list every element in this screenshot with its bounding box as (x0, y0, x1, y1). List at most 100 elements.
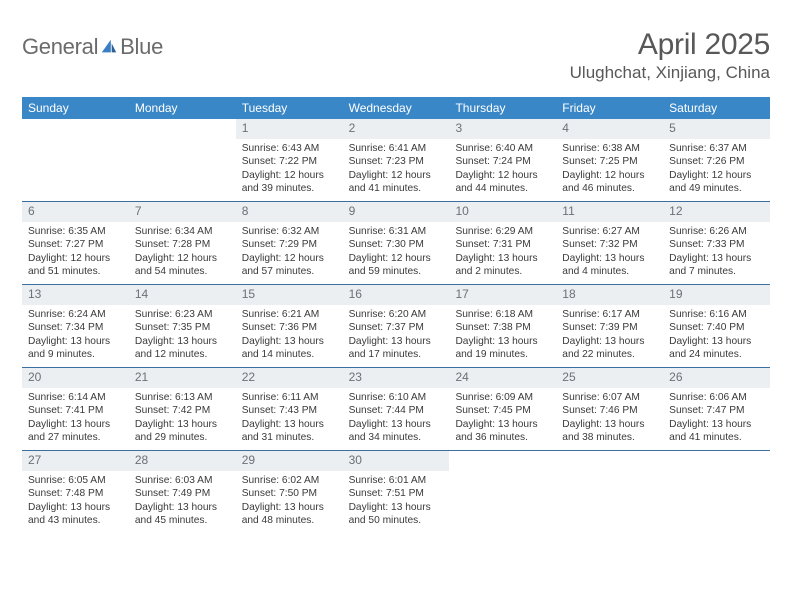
day-line-ss: Sunset: 7:50 PM (242, 487, 337, 500)
day-line-ss: Sunset: 7:36 PM (242, 321, 337, 334)
day-line-ss: Sunset: 7:34 PM (28, 321, 123, 334)
day-line-d1: Daylight: 13 hours (562, 418, 657, 431)
day-line-ss: Sunset: 7:41 PM (28, 404, 123, 417)
day-number: 22 (236, 368, 343, 388)
day-line-ss: Sunset: 7:39 PM (562, 321, 657, 334)
day-cell: 29Sunrise: 6:02 AMSunset: 7:50 PMDayligh… (236, 451, 343, 533)
day-body: Sunrise: 6:40 AMSunset: 7:24 PMDaylight:… (449, 139, 556, 200)
day-line-sr: Sunrise: 6:32 AM (242, 225, 337, 238)
day-line-d1: Daylight: 13 hours (349, 501, 444, 514)
day-line-d2: and 9 minutes. (28, 348, 123, 361)
day-cell (663, 451, 770, 533)
day-line-sr: Sunrise: 6:01 AM (349, 474, 444, 487)
day-cell: 10Sunrise: 6:29 AMSunset: 7:31 PMDayligh… (449, 202, 556, 284)
day-line-ss: Sunset: 7:48 PM (28, 487, 123, 500)
day-line-sr: Sunrise: 6:21 AM (242, 308, 337, 321)
logo-word-2: Blue (120, 34, 163, 60)
day-line-ss: Sunset: 7:25 PM (562, 155, 657, 168)
day-number: 26 (663, 368, 770, 388)
day-number: 6 (22, 202, 129, 222)
day-cell: 2Sunrise: 6:41 AMSunset: 7:23 PMDaylight… (343, 119, 450, 201)
day-line-d2: and 7 minutes. (669, 265, 764, 278)
day-line-d1: Daylight: 12 hours (349, 169, 444, 182)
day-line-d2: and 24 minutes. (669, 348, 764, 361)
day-body: Sunrise: 6:20 AMSunset: 7:37 PMDaylight:… (343, 305, 450, 366)
day-cell: 18 Sunrise: 6:17 AMSunset: 7:39 PMDayligh… (556, 285, 663, 367)
day-line-ss: Sunset: 7:42 PM (135, 404, 230, 417)
day-line-ss: Sunset: 7:30 PM (349, 238, 444, 251)
day-body: Sunrise: 6:35 AMSunset: 7:27 PMDaylight:… (22, 222, 129, 283)
day-line-d2: and 36 minutes. (455, 431, 550, 444)
day-line-ss: Sunset: 7:27 PM (28, 238, 123, 251)
day-line-sr: Sunrise: 6:31 AM (349, 225, 444, 238)
day-line-d1: Daylight: 13 hours (562, 335, 657, 348)
day-line-d2: and 22 minutes. (562, 348, 657, 361)
day-number: 27 (22, 451, 129, 471)
day-line-d2: and 43 minutes. (28, 514, 123, 527)
day-line-ss: Sunset: 7:32 PM (562, 238, 657, 251)
day-line-d1: Daylight: 13 hours (669, 418, 764, 431)
weekday-header: Friday (556, 97, 663, 119)
day-body: Sunrise: 6:06 AMSunset: 7:47 PMDaylight:… (663, 388, 770, 449)
day-number: 3 (449, 119, 556, 139)
day-number: 11 (556, 202, 663, 222)
day-line-d2: and 48 minutes. (242, 514, 337, 527)
day-line-sr: Sunrise: 6:17 AM (562, 308, 657, 321)
day-number: 18 (556, 285, 663, 305)
day-line-d1: Daylight: 13 hours (135, 501, 230, 514)
day-number: 28 (129, 451, 236, 471)
day-line-d2: and 19 minutes. (455, 348, 550, 361)
day-body: Sunrise: 6:27 AMSunset: 7:32 PMDaylight:… (556, 222, 663, 283)
day-line-ss: Sunset: 7:40 PM (669, 321, 764, 334)
location: Ulughchat, Xinjiang, China (570, 63, 770, 83)
day-line-sr: Sunrise: 6:43 AM (242, 142, 337, 155)
day-line-sr: Sunrise: 6:29 AM (455, 225, 550, 238)
day-line-d1: Daylight: 13 hours (242, 418, 337, 431)
week-row: 6Sunrise: 6:35 AMSunset: 7:27 PMDaylight… (22, 201, 770, 284)
day-line-ss: Sunset: 7:28 PM (135, 238, 230, 251)
day-line-d2: and 17 minutes. (349, 348, 444, 361)
day-cell: 8Sunrise: 6:32 AMSunset: 7:29 PMDaylight… (236, 202, 343, 284)
day-cell: 17Sunrise: 6:18 AMSunset: 7:38 PMDayligh… (449, 285, 556, 367)
day-number: 29 (236, 451, 343, 471)
day-line-d1: Daylight: 13 hours (455, 335, 550, 348)
day-cell: 1Sunrise: 6:43 AMSunset: 7:22 PMDaylight… (236, 119, 343, 201)
day-cell: 6Sunrise: 6:35 AMSunset: 7:27 PMDaylight… (22, 202, 129, 284)
day-cell: 21Sunrise: 6:13 AMSunset: 7:42 PMDayligh… (129, 368, 236, 450)
day-body: Sunrise: 6:10 AMSunset: 7:44 PMDaylight:… (343, 388, 450, 449)
day-line-d1: Daylight: 13 hours (455, 418, 550, 431)
day-number: 8 (236, 202, 343, 222)
day-line-d1: Daylight: 13 hours (562, 252, 657, 265)
day-line-ss: Sunset: 7:29 PM (242, 238, 337, 251)
day-line-d2: and 59 minutes. (349, 265, 444, 278)
logo-sail-icon (100, 38, 118, 56)
day-line-ss: Sunset: 7:31 PM (455, 238, 550, 251)
logo-word-1: General (22, 34, 98, 60)
day-body: Sunrise: 6:16 AMSunset: 7:40 PMDaylight:… (663, 305, 770, 366)
day-cell: 15Sunrise: 6:21 AMSunset: 7:36 PMDayligh… (236, 285, 343, 367)
day-body: Sunrise: 6:09 AMSunset: 7:45 PMDaylight:… (449, 388, 556, 449)
day-cell (556, 451, 663, 533)
day-line-d1: Daylight: 13 hours (28, 335, 123, 348)
day-body: Sunrise: 6:43 AMSunset: 7:22 PMDaylight:… (236, 139, 343, 200)
day-line-d2: and 4 minutes. (562, 265, 657, 278)
day-line-ss: Sunset: 7:35 PM (135, 321, 230, 334)
day-line-d1: Daylight: 13 hours (242, 335, 337, 348)
day-line-d2: and 51 minutes. (28, 265, 123, 278)
day-body: Sunrise: 6:01 AMSunset: 7:51 PMDaylight:… (343, 471, 450, 532)
day-number: 12 (663, 202, 770, 222)
day-line-ss: Sunset: 7:43 PM (242, 404, 337, 417)
day-line-sr: Sunrise: 6:41 AM (349, 142, 444, 155)
day-line-d1: Daylight: 13 hours (455, 252, 550, 265)
day-body: Sunrise: 6:26 AMSunset: 7:33 PMDaylight:… (663, 222, 770, 283)
day-cell (449, 451, 556, 533)
day-line-ss: Sunset: 7:26 PM (669, 155, 764, 168)
day-body: Sunrise: 6:13 AMSunset: 7:42 PMDaylight:… (129, 388, 236, 449)
day-body: Sunrise: 6:21 AMSunset: 7:36 PMDaylight:… (236, 305, 343, 366)
day-line-ss: Sunset: 7:33 PM (669, 238, 764, 251)
logo: General Blue (22, 28, 163, 60)
day-line-d2: and 44 minutes. (455, 182, 550, 195)
day-body: Sunrise: 6:31 AMSunset: 7:30 PMDaylight:… (343, 222, 450, 283)
day-number: 17 (449, 285, 556, 305)
day-line-d2: and 41 minutes. (349, 182, 444, 195)
